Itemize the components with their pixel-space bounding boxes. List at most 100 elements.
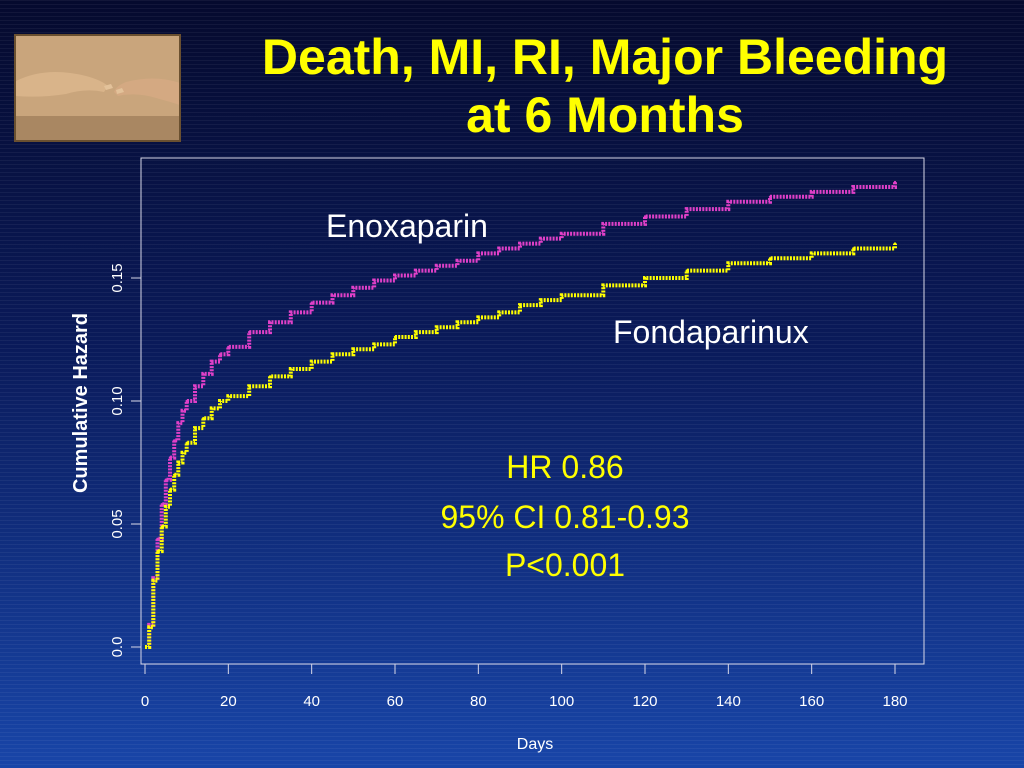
series-point-fondaparinux [202,417,205,420]
series-point-fondaparinux [248,385,251,388]
confidence-interval-annotation: 95% CI 0.81-0.93 [440,499,689,535]
series-point-fondaparinux [310,360,313,363]
series-point-fondaparinux [164,505,167,508]
series-point-enoxaparin [560,232,563,235]
series-point-fondaparinux [414,330,417,334]
series-point-fondaparinux [193,426,197,430]
series-point-enoxaparin [168,456,172,459]
series-point-fondaparinux [160,525,163,528]
series-point-enoxaparin [768,195,772,198]
x-axis-label: Days [517,736,553,753]
series-point-fondaparinux [289,367,292,371]
series-point-fondaparinux [498,311,501,314]
series-point-fondaparinux [810,252,813,255]
series-point-enoxaparin [218,353,222,356]
x-tick-label: 180 [882,693,907,710]
series-label-enoxaparin: Enoxaparin [326,208,488,244]
series-point-fondaparinux [685,269,688,272]
series-point-fondaparinux [268,375,272,378]
x-tick-label: 100 [549,693,574,710]
series-point-fondaparinux [148,626,151,629]
series-point-enoxaparin [518,242,522,245]
series-point-enoxaparin [177,421,180,425]
series-point-fondaparinux [893,242,897,245]
series-point-enoxaparin [852,185,855,189]
series-point-fondaparinux [152,579,155,582]
series-point-enoxaparin [685,207,688,211]
y-tick-label: 0.10 [109,386,126,415]
series-point-enoxaparin [268,321,272,324]
series-line-enoxaparin [145,182,897,649]
x-ticks: 0 20 40 60 80 100 120 140 160 180 [141,664,908,710]
y-ticks: 0.0 0.05 0.10 0.15 [109,263,141,657]
series-point-enoxaparin [210,360,213,363]
slide-title: Death, MI, RI, Major Bleeding at 6 Month… [190,28,1020,144]
series-label-fondaparinux: Fondaparinux [613,314,809,350]
y-tick-label: 0.15 [109,263,126,292]
series-point-enoxaparin [539,237,542,240]
series-point-enoxaparin [227,345,230,349]
series-point-fondaparinux [393,335,397,339]
series-point-fondaparinux [331,353,334,356]
x-tick-label: 60 [387,693,404,710]
creation-of-adam-painting [14,34,181,142]
series-point-enoxaparin [602,222,605,226]
series-point-enoxaparin [202,372,205,376]
series-point-enoxaparin [352,286,355,289]
series-point-fondaparinux [560,294,563,297]
hazard-ratio-annotation: HR 0.86 [506,449,623,485]
series-point-enoxaparin [173,439,176,442]
series-point-fondaparinux [181,451,184,454]
series-point-enoxaparin [164,478,167,481]
series-point-fondaparinux [227,394,230,398]
y-axis-label: Cumulative Hazard [70,313,92,493]
series-point-enoxaparin [893,180,897,184]
series-point-fondaparinux [173,473,176,476]
title-line-1: Death, MI, RI, Major Bleeding [261,29,949,85]
series-point-enoxaparin [477,252,480,255]
x-tick-label: 120 [632,693,657,710]
series-point-fondaparinux [373,343,376,346]
series-point-fondaparinux [477,316,480,319]
series-point-enoxaparin [414,269,417,272]
series-point-fondaparinux [185,441,188,444]
series-point-fondaparinux [518,303,522,307]
x-tick-label: 20 [220,693,237,710]
x-tick-label: 140 [716,693,741,710]
series-point-enoxaparin [289,311,292,314]
series-point-fondaparinux [539,298,542,302]
series-point-enoxaparin [310,301,313,304]
plot-area-frame [140,157,925,665]
series-point-fondaparinux [456,321,459,324]
series-point-enoxaparin [156,537,159,540]
series-line-fondaparinux [145,243,897,649]
series-point-enoxaparin [727,200,730,203]
series-point-fondaparinux [218,399,222,403]
series-point-fondaparinux [156,549,159,553]
series-point-enoxaparin [193,385,197,388]
series-point-fondaparinux [352,348,355,351]
series-point-enoxaparin [456,259,459,262]
series-point-fondaparinux [177,461,180,464]
series-point-fondaparinux [852,247,855,250]
y-tick-label: 0.05 [109,509,126,538]
series-point-enoxaparin [248,330,251,334]
series-point-enoxaparin [643,215,647,218]
series-point-fondaparinux [643,276,647,280]
series-point-enoxaparin [181,409,184,412]
series-point-fondaparinux [435,326,438,329]
series-point-enoxaparin [435,264,438,267]
series-point-enoxaparin [498,247,501,250]
series-point-fondaparinux [768,257,772,260]
series-point-fondaparinux [210,407,213,410]
series-point-enoxaparin [331,294,334,297]
series-point-enoxaparin [185,399,188,403]
x-tick-label: 0 [141,693,149,710]
series-point-enoxaparin [810,190,813,194]
series-point-fondaparinux [602,284,605,287]
x-tick-label: 80 [470,693,487,710]
x-tick-label: 40 [303,693,320,710]
series-group [145,180,897,649]
series-point-fondaparinux [168,488,172,491]
